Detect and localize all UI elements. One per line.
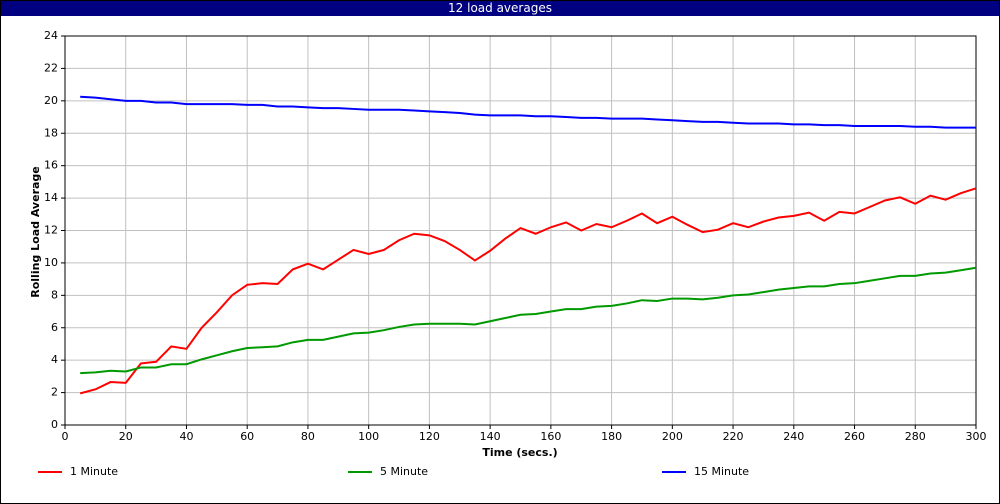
y-tick-label: 14 xyxy=(44,191,58,204)
x-tick-label: 20 xyxy=(119,430,133,443)
x-tick-label: 240 xyxy=(783,430,804,443)
chart-title: 12 load averages xyxy=(448,1,552,15)
y-axis-label: Rolling Load Average xyxy=(29,166,42,298)
x-tick-label: 120 xyxy=(419,430,440,443)
x-axis-label: Time (secs.) xyxy=(482,446,557,459)
legend-label: 1 Minute xyxy=(70,465,118,478)
x-tick-label: 220 xyxy=(723,430,744,443)
x-tick-label: 160 xyxy=(540,430,561,443)
plot-border xyxy=(64,35,977,426)
y-tick-label: 18 xyxy=(44,126,58,139)
series-line xyxy=(79,187,977,395)
y-tick-label: 22 xyxy=(44,61,58,74)
y-tick-label: 8 xyxy=(51,288,58,301)
x-tick-label: 180 xyxy=(601,430,622,443)
y-tick-label: 16 xyxy=(44,159,58,172)
y-tick-label: 20 xyxy=(44,94,58,107)
series-line xyxy=(80,266,977,375)
x-tick-label: 140 xyxy=(480,430,501,443)
y-tick-label: 10 xyxy=(44,256,58,269)
x-tick-label: 60 xyxy=(240,430,254,443)
y-tick-label: 24 xyxy=(44,29,58,42)
x-tick-label: 100 xyxy=(358,430,379,443)
y-tick-label: 2 xyxy=(51,386,58,399)
x-tick-label: 260 xyxy=(844,430,865,443)
x-tick-label: 200 xyxy=(662,430,683,443)
x-tick-label: 0 xyxy=(62,430,69,443)
y-tick-label: 6 xyxy=(51,321,58,334)
y-tick-label: 4 xyxy=(51,353,58,366)
y-tick-label: 12 xyxy=(44,224,58,237)
legend-label: 15 Minute xyxy=(694,465,749,478)
x-tick-label: 40 xyxy=(179,430,193,443)
series-line xyxy=(80,95,976,129)
title-bar xyxy=(1,1,999,16)
x-tick-label: 300 xyxy=(966,430,987,443)
legend-label: 5 Minute xyxy=(380,465,428,478)
x-tick-label: 280 xyxy=(905,430,926,443)
y-tick-label: 0 xyxy=(51,418,58,431)
x-tick-label: 80 xyxy=(301,430,315,443)
